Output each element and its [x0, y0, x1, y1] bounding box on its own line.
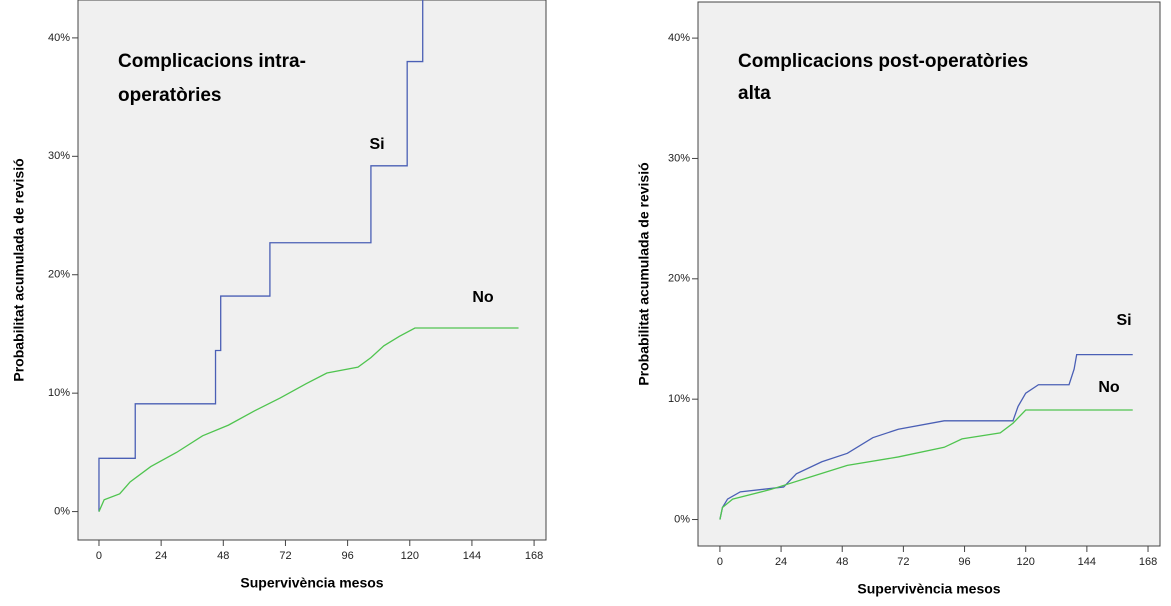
x-tick-label: 120	[401, 550, 419, 562]
series-line	[98, 327, 519, 512]
x-axis-label: Supervivència mesos	[857, 581, 1000, 597]
series-label: Si	[1116, 312, 1131, 329]
x-tick-label: 144	[1078, 556, 1096, 568]
y-tick-label: 30%	[668, 152, 690, 164]
chart: 0% 10% 20% 30% 40% 0 24 48 72 96 120 144 168 Complica…	[636, 1, 1161, 597]
series-line	[98, 0, 424, 512]
chart: 0% 10% 20% 30% 40% 0 24 48 72 96 120 144 168 Complica…	[11, 0, 547, 591]
x-tick-label: 168	[525, 550, 543, 562]
x-tick-label: 72	[279, 550, 291, 562]
chart-title: Complicacions intra-	[118, 51, 306, 72]
y-tick-label: 20%	[48, 269, 70, 281]
series-label: Si	[369, 136, 384, 153]
series-label: No	[1098, 379, 1120, 396]
y-axis-label: Probabilitat acumulada de revisió	[11, 158, 27, 381]
x-tick-label: 96	[958, 556, 970, 568]
series-group	[719, 353, 1133, 520]
x-tick-label: 0	[96, 550, 102, 562]
y-tick-label: 10%	[668, 393, 690, 405]
plot-area	[697, 1, 1161, 547]
x-tick-label: 120	[1017, 556, 1035, 568]
x-tick-label: 0	[717, 556, 723, 568]
y-tick-label: 20%	[668, 273, 690, 285]
series-line	[719, 353, 1133, 520]
y-tick-label: 40%	[48, 32, 70, 44]
chart-title: Complicacions post-operatòries	[738, 51, 1028, 72]
x-tick-label: 24	[155, 550, 167, 562]
x-tick-label: 144	[463, 550, 481, 562]
plot-area	[77, 0, 547, 541]
y-tick-label: 10%	[48, 387, 70, 399]
y-tick-label: 0%	[54, 505, 70, 517]
x-tick-label: 72	[897, 556, 909, 568]
series-line	[719, 409, 1133, 520]
chart-title: alta	[738, 83, 771, 104]
y-tick-label: 40%	[668, 32, 690, 44]
x-tick-label: 96	[341, 550, 353, 562]
x-axis-label: Supervivència mesos	[240, 575, 383, 591]
y-tick-label: 30%	[48, 150, 70, 162]
series-label: No	[472, 289, 494, 306]
x-tick-label: 48	[217, 550, 229, 562]
series-group	[98, 0, 519, 512]
x-tick-label: 24	[775, 556, 787, 568]
y-axis-label: Probabilitat acumulada de revisió	[636, 162, 652, 385]
x-tick-label: 48	[836, 556, 848, 568]
chart-title: operatòries	[118, 85, 221, 106]
y-tick-label: 0%	[674, 513, 690, 525]
x-tick-label: 168	[1139, 556, 1157, 568]
